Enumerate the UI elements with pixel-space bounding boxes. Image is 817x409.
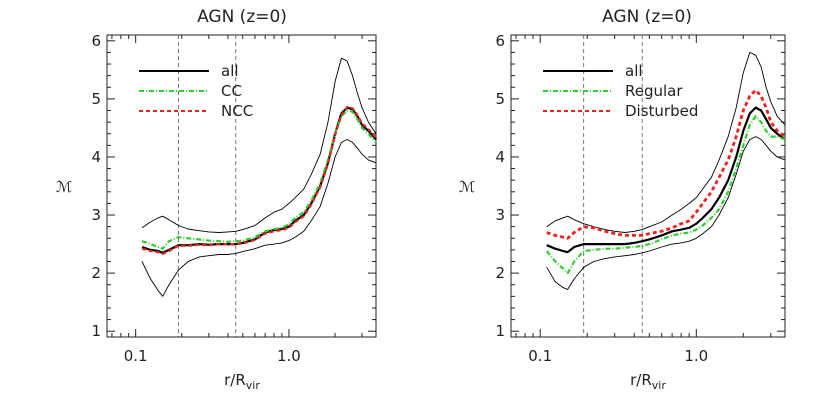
x-tick-label: 1.0: [684, 347, 708, 365]
x-tick-label: 0.1: [528, 347, 552, 365]
left-axis-ticks: 1 2 3 4 5 6 0.1 1.0: [91, 32, 376, 365]
y-tick-label: 5: [91, 90, 101, 108]
y-tick-label: 4: [91, 148, 101, 166]
left-legend: all CC NCC: [139, 62, 253, 120]
legend-label: NCC: [221, 102, 253, 120]
left-panel: AGN (z=0) ℳ r/Rvir 1 2 3 4 5 6 0.1 1.0 all CC NCC: [56, 7, 377, 392]
y-tick-label: 4: [495, 148, 505, 166]
right-title: AGN (z=0): [602, 7, 692, 27]
left-x-axis-label-sub: vir: [246, 379, 261, 392]
y-tick-label: 6: [91, 32, 101, 50]
left-x-axis-label: r/Rvir: [224, 371, 260, 392]
left-title: AGN (z=0): [197, 7, 287, 27]
series-all-line: [141, 106, 377, 254]
left-x-axis-label-main: r/R: [224, 371, 246, 389]
y-tick-label: 3: [495, 206, 505, 224]
series-regular-line: [545, 115, 786, 275]
upper-envelope-line: [141, 57, 377, 233]
right-x-axis-label-main: r/R: [630, 371, 652, 389]
right-legend: all Regular Disturbed: [543, 62, 698, 120]
upper-envelope-line: [546, 51, 786, 233]
x-tick-label: 1.0: [277, 347, 301, 365]
right-panel: AGN (z=0) ℳ r/Rvir 1 2 3 4 5 6 0.1 1.0 all Regul…: [459, 7, 786, 392]
legend-label: all: [625, 62, 643, 80]
series-all-line: [546, 106, 786, 254]
right-x-axis-label-sub: vir: [652, 379, 667, 392]
right-axis-ticks: 1 2 3 4 5 6 0.1 1.0: [495, 32, 785, 365]
series-disturbed-line: [546, 88, 786, 240]
y-tick-label: 1: [91, 322, 101, 340]
lower-envelope-line: [141, 139, 377, 297]
y-tick-label: 6: [495, 32, 505, 50]
legend-label: CC: [221, 82, 242, 100]
x-tick-label: 0.1: [124, 347, 148, 365]
legend-label: all: [221, 62, 239, 80]
legend-label: Disturbed: [625, 102, 698, 120]
left-y-axis-label: ℳ: [56, 178, 72, 196]
right-series: [545, 51, 786, 290]
series-cc-line: [141, 109, 377, 250]
y-tick-label: 2: [91, 264, 101, 282]
y-tick-label: 3: [91, 206, 101, 224]
right-plot-frame: [510, 34, 786, 338]
lower-envelope-line: [546, 136, 786, 290]
y-tick-label: 1: [495, 322, 505, 340]
right-vlines: [583, 35, 643, 337]
series-ncc-line: [141, 105, 377, 255]
right-x-axis-label: r/Rvir: [630, 371, 666, 392]
y-tick-label: 5: [495, 90, 505, 108]
legend-label: Regular: [625, 82, 683, 100]
left-series: [141, 57, 377, 297]
left-plot-frame: [106, 34, 377, 338]
right-y-axis-label: ℳ: [459, 178, 475, 196]
y-tick-label: 2: [495, 264, 505, 282]
left-vlines: [177, 35, 237, 337]
